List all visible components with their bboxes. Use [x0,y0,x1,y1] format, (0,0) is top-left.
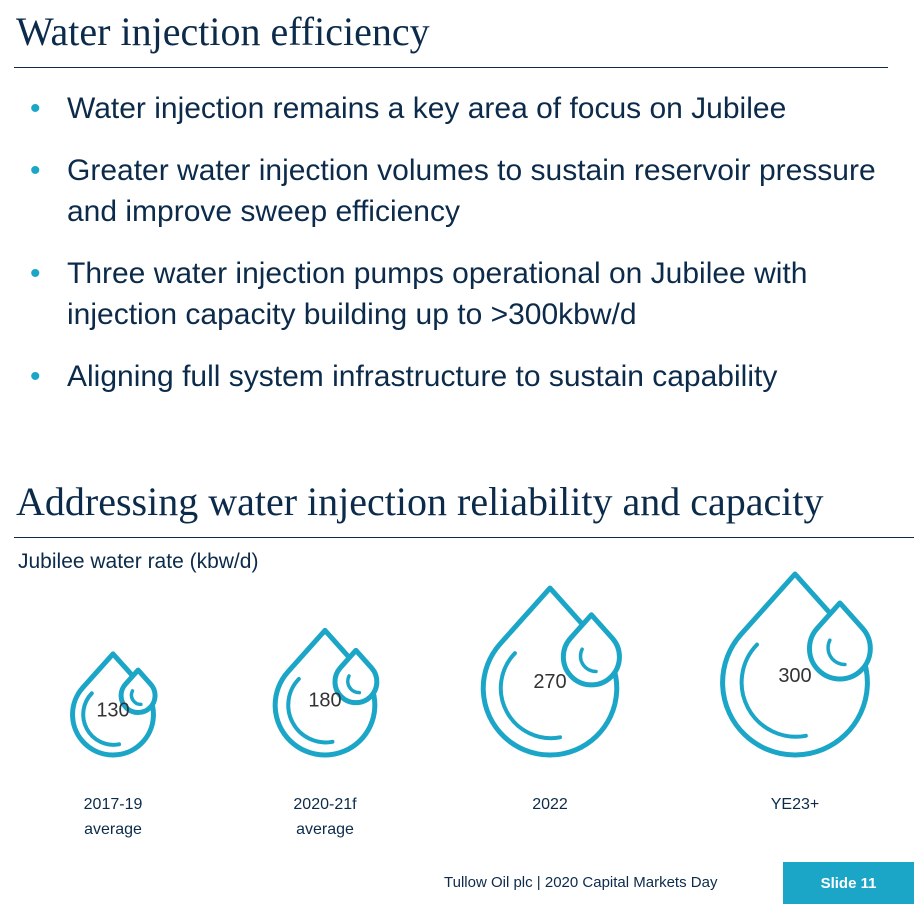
value-label: 270 [533,671,566,693]
drop [480,585,622,758]
category-label: YE23+ [770,796,820,813]
category-label: 2017-19 average [83,796,143,838]
bullet: Three water injection pumps operational … [30,253,890,335]
small-drop-shine [129,689,143,707]
small-drop [806,600,873,682]
bullet: Aligning full system infrastructure to s… [30,356,890,397]
drop-chart: 130 180 270 300 [70,571,873,758]
footer-source: Tullow Oil plc | 2020 Capital Markets Da… [444,874,718,891]
value-label: 180 [308,689,341,711]
value-label: 130 [96,700,129,722]
drop [720,571,873,758]
drop [272,627,380,758]
section-rule [14,537,914,538]
bullet: Water injection remains a key area of fo… [30,88,890,129]
drop-shine [81,691,122,747]
small-drop-shine [578,647,598,674]
bullet: Greater water injection volumes to susta… [30,150,890,232]
small-drop [560,612,622,688]
category-label: 2022 [532,796,568,813]
drop-shine [286,676,335,745]
chart-title: Jubilee water rate (kbw/d) [18,550,259,573]
small-drop-shine [826,638,847,667]
drop [70,651,158,758]
title-rule [14,67,888,68]
small-drop-shine [346,674,362,695]
value-label: 300 [778,665,811,687]
bullet-list: Water injection remains a key area of fo… [30,88,890,418]
section-title: Addressing water injection reliability a… [16,479,824,524]
title: Water injection efficiency [16,9,430,54]
drop-shine [498,651,563,741]
category-label: 2020-21f average [293,796,357,838]
drop-shine [739,642,808,739]
small-drop [118,667,158,715]
slide-number: Slide 11 [783,862,914,904]
small-drop [332,647,380,706]
